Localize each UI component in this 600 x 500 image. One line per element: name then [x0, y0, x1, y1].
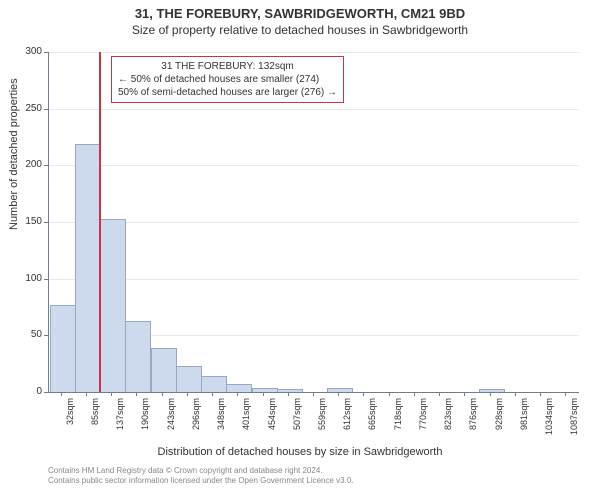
- annotation-box: 31 THE FOREBURY: 132sqm← 50% of detached…: [111, 56, 344, 103]
- gridline: [49, 279, 579, 280]
- y-tick: [44, 392, 48, 393]
- x-tick-label: 665sqm: [367, 398, 377, 452]
- chart-plot-area: 31 THE FOREBURY: 132sqm← 50% of detached…: [48, 52, 579, 393]
- bar: [50, 305, 76, 392]
- bar: [75, 144, 101, 392]
- x-tick-label: 85sqm: [90, 398, 100, 452]
- annotation-line: 31 THE FOREBURY: 132sqm: [118, 60, 337, 73]
- x-tick: [565, 392, 566, 396]
- y-axis-label: Number of detached properties: [8, 78, 20, 230]
- bar: [100, 219, 126, 392]
- page-title: 31, THE FOREBURY, SAWBRIDGEWORTH, CM21 9…: [0, 0, 600, 21]
- x-tick: [111, 392, 112, 396]
- x-tick-label: 243sqm: [166, 398, 176, 452]
- gridline: [49, 109, 579, 110]
- annotation-line: 50% of semi-detached houses are larger (…: [118, 86, 337, 99]
- x-tick: [313, 392, 314, 396]
- y-tick: [44, 335, 48, 336]
- x-tick-label: 981sqm: [519, 398, 529, 452]
- x-tick: [464, 392, 465, 396]
- bar: [151, 348, 177, 392]
- y-tick-label: 150: [18, 216, 42, 227]
- gridline: [49, 165, 579, 166]
- x-tick: [288, 392, 289, 396]
- y-tick-label: 50: [18, 329, 42, 340]
- y-tick-label: 200: [18, 159, 42, 170]
- x-tick-label: 823sqm: [443, 398, 453, 452]
- x-tick: [162, 392, 163, 396]
- x-tick: [515, 392, 516, 396]
- x-tick: [540, 392, 541, 396]
- y-tick: [44, 109, 48, 110]
- gridline: [49, 222, 579, 223]
- x-tick: [414, 392, 415, 396]
- x-tick-label: 348sqm: [216, 398, 226, 452]
- x-tick: [212, 392, 213, 396]
- y-tick: [44, 165, 48, 166]
- credits-text: Contains HM Land Registry data © Crown c…: [48, 466, 354, 485]
- x-tick-label: 718sqm: [393, 398, 403, 452]
- credits-line-1: Contains HM Land Registry data © Crown c…: [48, 466, 354, 476]
- y-tick: [44, 52, 48, 53]
- x-tick-label: 1034sqm: [544, 398, 554, 452]
- bar: [252, 388, 278, 392]
- bar: [201, 376, 227, 392]
- y-tick-label: 100: [18, 273, 42, 284]
- y-tick: [44, 222, 48, 223]
- bar: [176, 366, 202, 392]
- x-tick-label: 190sqm: [140, 398, 150, 452]
- x-tick: [187, 392, 188, 396]
- x-tick-label: 559sqm: [317, 398, 327, 452]
- y-tick-label: 0: [18, 386, 42, 397]
- x-tick-label: 1087sqm: [569, 398, 579, 452]
- x-tick: [490, 392, 491, 396]
- property-marker-line: [99, 52, 101, 392]
- x-tick: [439, 392, 440, 396]
- bar: [277, 389, 303, 392]
- y-tick-label: 250: [18, 103, 42, 114]
- x-tick: [61, 392, 62, 396]
- x-tick: [86, 392, 87, 396]
- x-tick: [389, 392, 390, 396]
- credits-line-2: Contains public sector information licen…: [48, 476, 354, 486]
- x-tick-label: 137sqm: [115, 398, 125, 452]
- x-tick-label: 612sqm: [342, 398, 352, 452]
- x-tick-label: 876sqm: [468, 398, 478, 452]
- annotation-line: ← 50% of detached houses are smaller (27…: [118, 73, 337, 86]
- x-tick-label: 928sqm: [494, 398, 504, 452]
- bar: [125, 321, 151, 392]
- page-subtitle: Size of property relative to detached ho…: [0, 21, 600, 37]
- x-tick-label: 32sqm: [65, 398, 75, 452]
- x-tick: [363, 392, 364, 396]
- x-tick-label: 296sqm: [191, 398, 201, 452]
- y-tick: [44, 279, 48, 280]
- x-tick-label: 507sqm: [292, 398, 302, 452]
- x-tick-label: 454sqm: [267, 398, 277, 452]
- x-tick: [263, 392, 264, 396]
- bar: [479, 389, 505, 392]
- x-tick-label: 770sqm: [418, 398, 428, 452]
- x-tick: [338, 392, 339, 396]
- x-tick: [237, 392, 238, 396]
- gridline: [49, 52, 579, 53]
- x-tick-label: 401sqm: [241, 398, 251, 452]
- bar: [226, 384, 252, 392]
- y-tick-label: 300: [18, 46, 42, 57]
- x-tick: [136, 392, 137, 396]
- bar: [327, 388, 353, 392]
